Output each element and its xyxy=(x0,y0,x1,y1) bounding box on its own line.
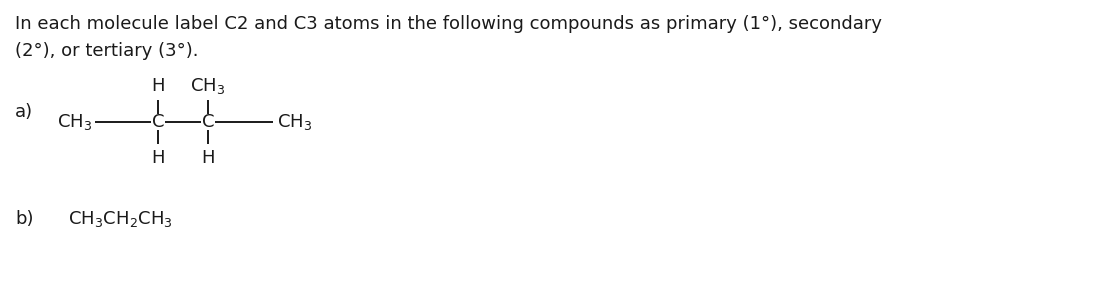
Text: (2°), or tertiary (3°).: (2°), or tertiary (3°). xyxy=(16,42,199,60)
Text: In each molecule label C2 and C3 atoms in the following compounds as primary (1°: In each molecule label C2 and C3 atoms i… xyxy=(16,15,882,33)
Text: H: H xyxy=(151,77,165,95)
Text: CH$_3$: CH$_3$ xyxy=(191,76,225,96)
Text: a): a) xyxy=(16,103,33,121)
Text: C: C xyxy=(152,113,164,131)
Text: H: H xyxy=(151,149,165,167)
Text: CH$_3$: CH$_3$ xyxy=(58,112,93,132)
Text: H: H xyxy=(201,149,215,167)
Text: C: C xyxy=(202,113,214,131)
Text: b): b) xyxy=(16,210,33,228)
Text: CH$_3$: CH$_3$ xyxy=(277,112,313,132)
Text: CH$_3$CH$_2$CH$_3$: CH$_3$CH$_2$CH$_3$ xyxy=(68,209,173,229)
